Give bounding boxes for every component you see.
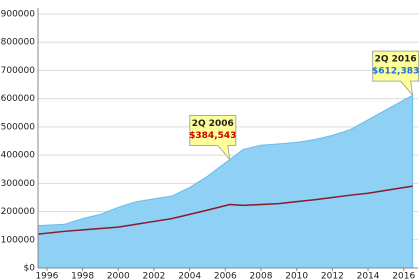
y-tick-label: $200000 [0, 207, 35, 217]
annotation-value: $384,543 [189, 131, 236, 141]
annotation-label: 2Q 2006 [192, 119, 234, 129]
line [37, 185, 413, 235]
y-tick-label: $900000 [0, 10, 35, 20]
x-tick-label: 1998 [71, 272, 94, 280]
annotation-value: $612,383 [372, 67, 419, 77]
y-tick-label: $700000 [0, 66, 35, 76]
x-tick-label: 2000 [107, 272, 130, 280]
x-tick-label: 2002 [143, 272, 166, 280]
x-tick-label: 2016 [392, 272, 415, 280]
annotation-box [372, 50, 420, 97]
annotation-label: 2Q 2016 [375, 55, 417, 65]
x-tick-label: 2012 [321, 272, 344, 280]
y-tick-label: $600000 [0, 94, 35, 104]
x-tick-label: 2004 [178, 272, 201, 280]
y-tick-label: $0 [24, 264, 36, 274]
y-tick-label: $100000 [0, 235, 35, 245]
y-tick-label: $300000 [0, 179, 35, 189]
annotation-box [189, 114, 237, 162]
y-tick-label: $800000 [0, 38, 35, 48]
y-tick-label: $500000 [0, 122, 35, 132]
y-tick-label: $400000 [0, 151, 35, 161]
x-tick-label: 2006 [214, 272, 237, 280]
x-tick-label: 1996 [35, 272, 58, 280]
x-tick-label: 2008 [250, 272, 273, 280]
x-tick-label: 2010 [285, 272, 308, 280]
x-tick-label: 2014 [357, 272, 380, 280]
